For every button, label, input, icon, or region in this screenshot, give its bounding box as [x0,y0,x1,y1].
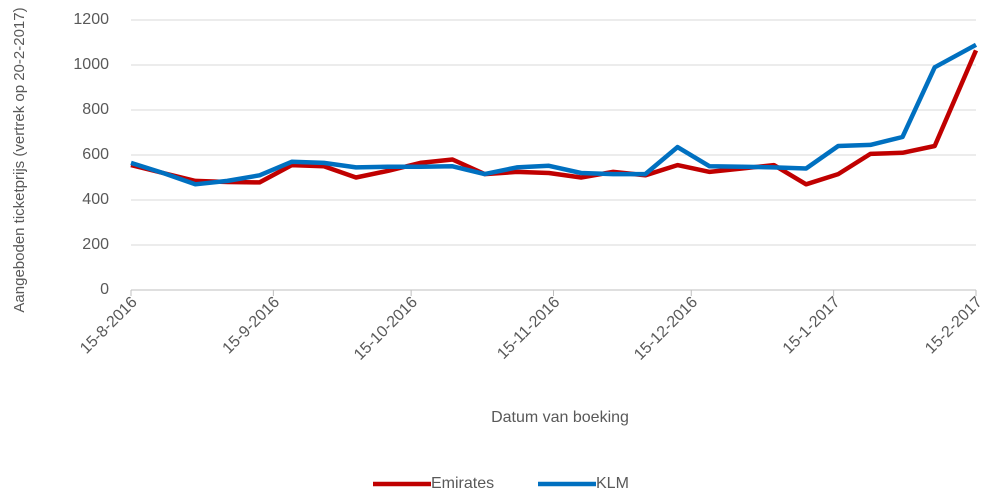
x-tick-label: 15-11-2016 [494,294,563,363]
line-series [130,42,978,187]
x-tick-label: 15-8-2016 [77,294,141,358]
y-tick-label: 400 [82,191,109,208]
legend-label: Emirates [431,475,494,492]
x-tick-label: 15-12-2016 [631,294,701,364]
y-tick-label: 1200 [73,11,109,28]
y-tick-label: 800 [82,101,109,118]
x-axis-title: Datum van boeking [491,409,629,426]
legend-label: KLM [596,475,629,492]
x-tick-label: 15-10-2016 [351,294,421,364]
x-tick-label: 15-1-2017 [780,294,844,358]
y-tick-label: 1000 [73,56,109,73]
y-tick-label: 600 [82,146,109,163]
line-series [130,49,979,187]
y-axis-title: Aangeboden ticketprijs (vertrek op 20-2-… [11,7,28,312]
y-tick-label: 0 [100,281,109,298]
y-tick-label: 200 [82,236,109,253]
x-tick-label: 15-9-2016 [220,294,284,358]
x-tick-label: 15-2-2017 [922,294,982,358]
